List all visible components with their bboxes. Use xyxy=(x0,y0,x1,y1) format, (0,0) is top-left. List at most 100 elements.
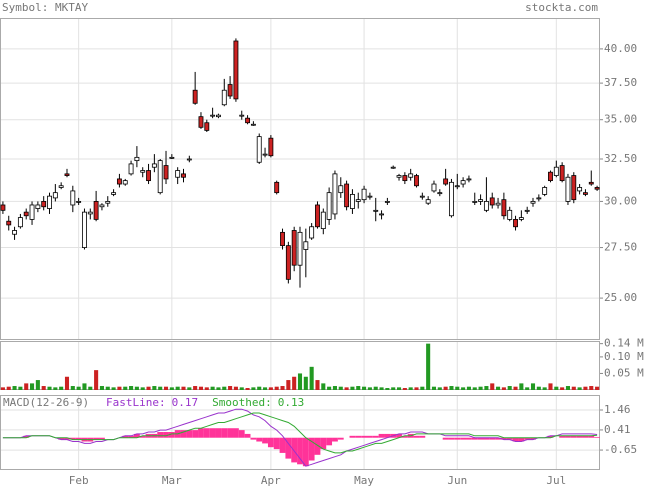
macd-histogram-bar xyxy=(518,437,525,442)
volume-bar xyxy=(146,386,151,390)
x-tick-label: Apr xyxy=(261,474,281,486)
macd-histogram-bar xyxy=(506,437,513,440)
y-tick-label: 27.50 xyxy=(604,241,637,254)
macd-line xyxy=(2,408,598,467)
y-tick-label: 0.10 M xyxy=(604,350,644,363)
volume-bar xyxy=(99,386,104,390)
volume-bar xyxy=(70,386,75,390)
candle-body xyxy=(571,175,577,201)
candle-body xyxy=(449,181,454,217)
y-tick-label: 32.50 xyxy=(604,152,637,165)
candle-body xyxy=(361,188,367,201)
macd-histogram-bar xyxy=(471,437,478,440)
macd-histogram-bar xyxy=(413,435,420,438)
volume-bar xyxy=(233,386,238,390)
candle-body xyxy=(443,178,449,185)
macd-histogram-bar xyxy=(524,437,531,440)
macd-histogram-bar xyxy=(576,435,583,438)
volume-bar xyxy=(140,387,145,390)
volume-bar xyxy=(263,387,268,390)
macd-histogram-bar xyxy=(250,437,257,440)
volume-bar xyxy=(274,386,279,390)
macd-histogram-bar xyxy=(314,437,321,455)
volume-bar xyxy=(76,386,81,390)
macd-histogram-bar xyxy=(186,430,193,438)
volume-bar xyxy=(513,386,518,390)
volume-bar xyxy=(385,388,390,390)
candle-body xyxy=(320,211,326,230)
candle-body xyxy=(344,183,350,208)
candle-body xyxy=(454,185,460,188)
candle-body xyxy=(122,180,128,185)
macd-histogram-bar xyxy=(203,428,210,438)
candle-body xyxy=(146,170,151,182)
candle-body xyxy=(402,175,408,182)
volume-bar xyxy=(158,386,163,390)
candle-body xyxy=(483,201,489,211)
volume-bar xyxy=(181,386,186,390)
macd-histogram-bar xyxy=(512,437,519,442)
volume-bar xyxy=(12,386,17,390)
volume-bar xyxy=(426,343,431,390)
macd-histogram-bar xyxy=(198,428,204,438)
candle-body xyxy=(390,166,396,169)
volume-bar xyxy=(297,373,303,390)
candle-body xyxy=(23,211,29,217)
candle-body xyxy=(41,201,47,208)
macd-histogram-bar xyxy=(570,435,577,438)
volume-bar xyxy=(245,388,250,390)
macd-histogram-bar xyxy=(495,437,501,440)
candle-body xyxy=(216,114,221,118)
candle-body xyxy=(472,201,478,203)
candle-body xyxy=(582,192,588,195)
macd-histogram-bar xyxy=(262,437,268,444)
macd-histogram-bar xyxy=(75,437,82,440)
macd-histogram-bar xyxy=(366,435,373,438)
y-tick-label: 25.00 xyxy=(604,291,637,304)
volume-bar xyxy=(41,386,46,390)
volume-bar xyxy=(251,387,256,390)
macd-histogram-bar xyxy=(477,437,484,440)
candle-body xyxy=(332,173,338,215)
volume-bar xyxy=(478,386,483,390)
volume-bar xyxy=(129,386,134,390)
volume-bar xyxy=(437,387,442,390)
macd-histogram-bar xyxy=(163,432,169,438)
candle-body xyxy=(227,84,233,97)
macd-histogram-bar xyxy=(442,437,449,440)
volume-bar xyxy=(30,383,35,390)
volume-bar xyxy=(152,386,157,390)
candle-body xyxy=(17,217,23,228)
y-tick-label: 0.05 M xyxy=(604,366,644,379)
candle-body xyxy=(594,187,600,190)
macd-histogram-bar xyxy=(355,435,362,438)
macd-histogram-bar xyxy=(326,437,333,446)
volume-bar xyxy=(496,386,501,390)
volume-bar xyxy=(94,370,99,390)
volume-bar xyxy=(286,380,291,390)
x-tick-label: Mar xyxy=(162,474,182,486)
candle-body xyxy=(553,166,559,176)
candle-body xyxy=(6,220,12,226)
macd-histogram-bar xyxy=(547,435,554,438)
macd-histogram-bar xyxy=(291,437,298,463)
y-tick-label: 35.00 xyxy=(604,113,637,126)
volume-bar xyxy=(501,387,506,390)
candle-body xyxy=(105,201,111,204)
candle-body xyxy=(93,201,99,220)
volume-bar xyxy=(466,386,471,390)
candle-body xyxy=(76,201,82,203)
legend-value: 0.17 xyxy=(172,396,199,409)
y-tick-label: 30.00 xyxy=(604,194,637,207)
candle-body xyxy=(577,187,583,192)
macd-histogram-bar xyxy=(238,430,245,438)
macd-histogram-bar xyxy=(69,437,76,440)
candle-body xyxy=(349,194,355,209)
candle-body xyxy=(99,204,105,208)
candle-body xyxy=(513,218,518,228)
macd-histogram-bar xyxy=(396,433,402,438)
volume-bar xyxy=(187,387,192,390)
candle-body xyxy=(140,170,146,173)
volume-bar xyxy=(64,376,70,390)
